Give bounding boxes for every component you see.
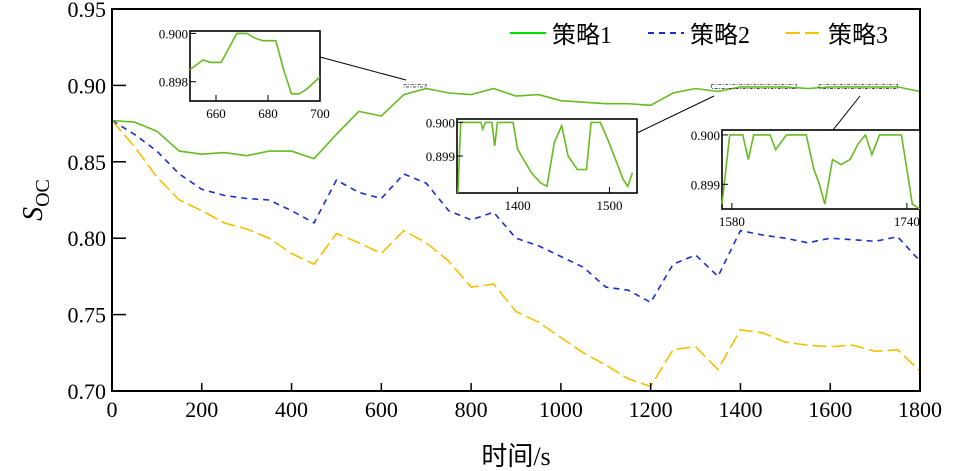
y-axis-label-main: S (18, 207, 49, 221)
x-tick-label: 800 (455, 397, 488, 422)
y-tick-label: 0.80 (68, 226, 107, 251)
inset-2: 1400 1500 0.900 0.899 (426, 84, 797, 213)
inset-x-tick-label: 1500 (596, 198, 622, 213)
inset-frame (456, 118, 638, 194)
inset-x-tick-label: 700 (310, 106, 330, 121)
x-axis-label: 时间/s (481, 442, 550, 471)
inset-x-tick-label: 1400 (505, 198, 531, 213)
x-tick-label: 400 (275, 397, 308, 422)
series-line-strategy2 (111, 119, 921, 304)
x-tick-label: 600 (365, 397, 398, 422)
inset-y-tick-label: 0.900 (159, 26, 188, 41)
inset-y-tick-label: 0.899 (426, 149, 455, 164)
inset-frame (721, 129, 921, 210)
legend-label-strategy3: 策略3 (828, 22, 888, 49)
zoom-connector (832, 95, 861, 131)
y-axis-label-sub: OC (32, 179, 54, 207)
inset-x-tick-label: 680 (258, 106, 278, 121)
x-tick-label: 200 (185, 397, 218, 422)
inset-y-tick-label: 0.900 (691, 128, 720, 143)
zoom-connector (636, 95, 715, 134)
series-line-strategy3 (111, 119, 921, 388)
x-tick-label: 0 (107, 397, 118, 422)
x-tick-label: 1600 (808, 397, 852, 422)
legend: 策略1 策略2 策略3 (510, 22, 888, 49)
zoom-source-box (710, 84, 797, 89)
legend-label-strategy1: 策略1 (552, 22, 612, 49)
ticks-layer: 0 200 400 600 800 1000 1200 1400 1600 1800 0.70 0.7… (68, 0, 943, 422)
inset-x-tick-label: 660 (206, 106, 226, 121)
y-tick-label: 0.70 (68, 379, 107, 404)
series-layer (111, 86, 921, 388)
inset-series-line (721, 133, 921, 210)
inset-1: 660 680 700 0.900 0.898 (159, 26, 427, 121)
zoom-connector (319, 56, 407, 81)
x-tick-label: 1200 (629, 397, 673, 422)
legend-label-strategy2: 策略2 (690, 22, 750, 49)
inset-3: 1580 1740 0.900 0.899 (691, 84, 921, 229)
y-tick-label: 0.95 (68, 0, 107, 22)
x-tick-label: 1000 (539, 397, 583, 422)
inset-x-tick-label: 1580 (719, 214, 745, 229)
zoom-source-box (403, 84, 427, 88)
inset-x-tick-label: 1740 (894, 214, 920, 229)
y-tick-label: 0.85 (68, 150, 107, 175)
inset-series-line (189, 32, 321, 95)
x-tick-label: 1800 (898, 397, 942, 422)
zoom-source-box (818, 84, 898, 89)
inset-y-tick-label: 0.900 (426, 115, 455, 130)
inset-series-line (457, 121, 634, 194)
y-axis-label: SOC (18, 179, 54, 221)
y-tick-label: 0.90 (68, 73, 107, 98)
y-tick-label: 0.75 (68, 303, 107, 328)
x-tick-label: 1400 (718, 397, 762, 422)
inset-frame (189, 30, 321, 102)
inset-y-tick-label: 0.898 (159, 75, 188, 90)
series-line-strategy1 (111, 86, 921, 160)
inset-y-tick-label: 0.899 (691, 177, 720, 192)
